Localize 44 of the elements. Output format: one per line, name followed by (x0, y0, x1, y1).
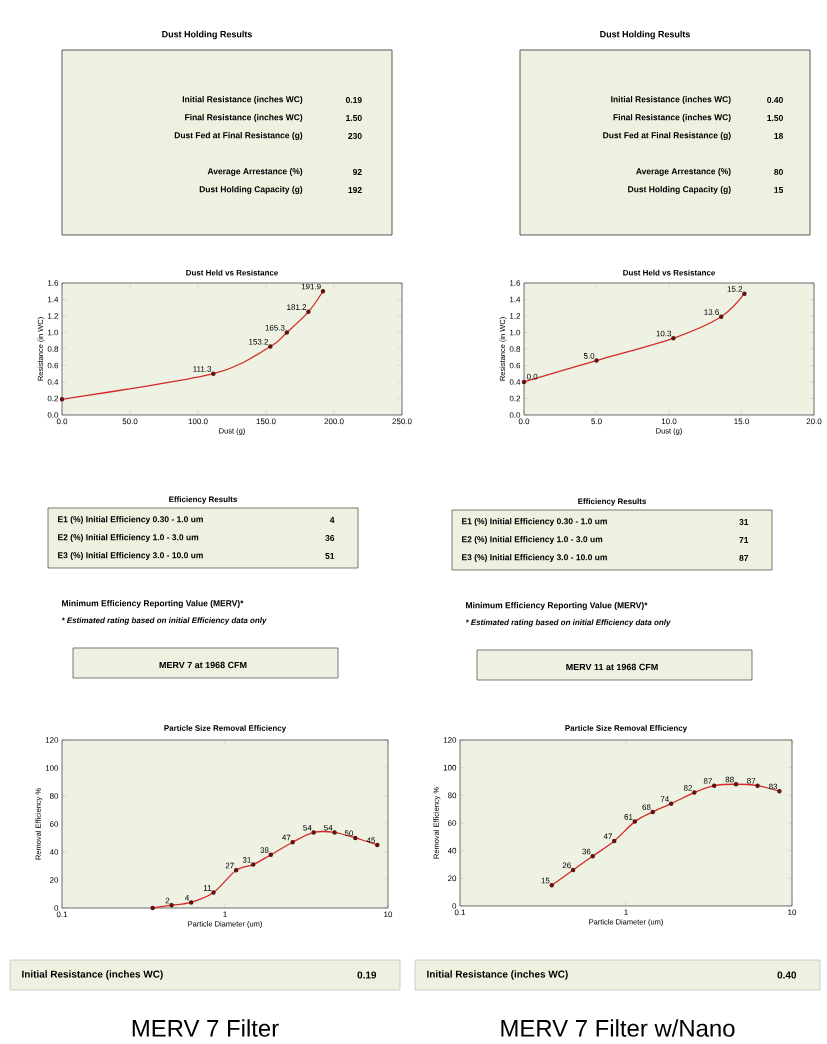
text: Average Arrestance (%) (207, 168, 303, 176)
text: E1 (%) Initial Efficiency 0.30 - 1.0 um (58, 516, 203, 524)
text: Final Resistance (inches WC) (613, 114, 731, 122)
text: 0.40 (767, 97, 783, 103)
text: Initial Resistance (inches WC) (427, 970, 568, 980)
text: MERV 7 Filter w/Nano (501, 1019, 735, 1037)
text: 80 (774, 169, 783, 175)
text: 4 (329, 517, 335, 523)
text: MERV 7 Filter (132, 1019, 279, 1037)
text: E2 (%) Initial Efficiency 1.0 - 3.0 um (462, 536, 603, 544)
text: 15 (774, 187, 784, 193)
text: Average Arrestance (%) (636, 168, 731, 176)
text: 0.19 (345, 97, 362, 103)
text: Initial Resistance (inches WC) (22, 970, 163, 980)
text: 230 (348, 132, 362, 139)
text: 92 (352, 169, 362, 175)
text: Dust Fed at Final Resistance (g) (603, 132, 731, 140)
text: 0.40 (777, 971, 797, 979)
text: Minimum Efficiency Reporting Value (MERV)* (466, 602, 648, 610)
text: 192 (348, 187, 362, 193)
text: 1.50 (346, 115, 362, 121)
text: Dust Holding Results (162, 30, 252, 40)
text: 18 (774, 133, 784, 139)
text: 87 (739, 555, 749, 561)
text: Dust Holding Capacity (g) (628, 186, 731, 194)
text: E3 (%) Initial Efficiency 3.0 - 10.0 um (58, 552, 203, 560)
text: Dust Holding Results (600, 30, 690, 40)
text: E2 (%) Initial Efficiency 1.0 - 3.0 um (58, 534, 199, 542)
text: MERV 11 at 1968 CFM (566, 663, 658, 671)
text: E1 (%) Initial Efficiency 0.30 - 1.0 um (462, 518, 607, 526)
text: Dust Holding Capacity (g) (199, 186, 303, 194)
text: Dust Fed at Final Resistance (g) (174, 132, 303, 140)
text: 0.19 (357, 971, 377, 979)
text: MERV 7 at 1968 CFM (159, 661, 247, 669)
text: Initial Resistance (inches WC) (611, 96, 731, 104)
text: 36 (325, 535, 335, 541)
text: Initial Resistance (inches WC) (182, 96, 303, 104)
text: E3 (%) Initial Efficiency 3.0 - 10.0 um (462, 554, 607, 562)
text: Final Resistance (inches WC) (185, 114, 303, 122)
text: 31 (739, 519, 749, 525)
text: 51 (325, 553, 335, 559)
text: 71 (739, 537, 749, 543)
text: Minimum Efficiency Reporting Value (MERV)* (62, 600, 244, 608)
text: 1.50 (767, 115, 783, 121)
